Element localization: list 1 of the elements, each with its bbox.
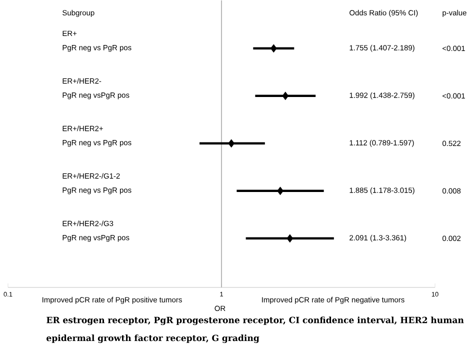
text: ER estrogen receptor, PgR progesterone receptor, CI confidence interval, HER2 human epidermal growth factor receptor, G grading [46, 316, 464, 343]
